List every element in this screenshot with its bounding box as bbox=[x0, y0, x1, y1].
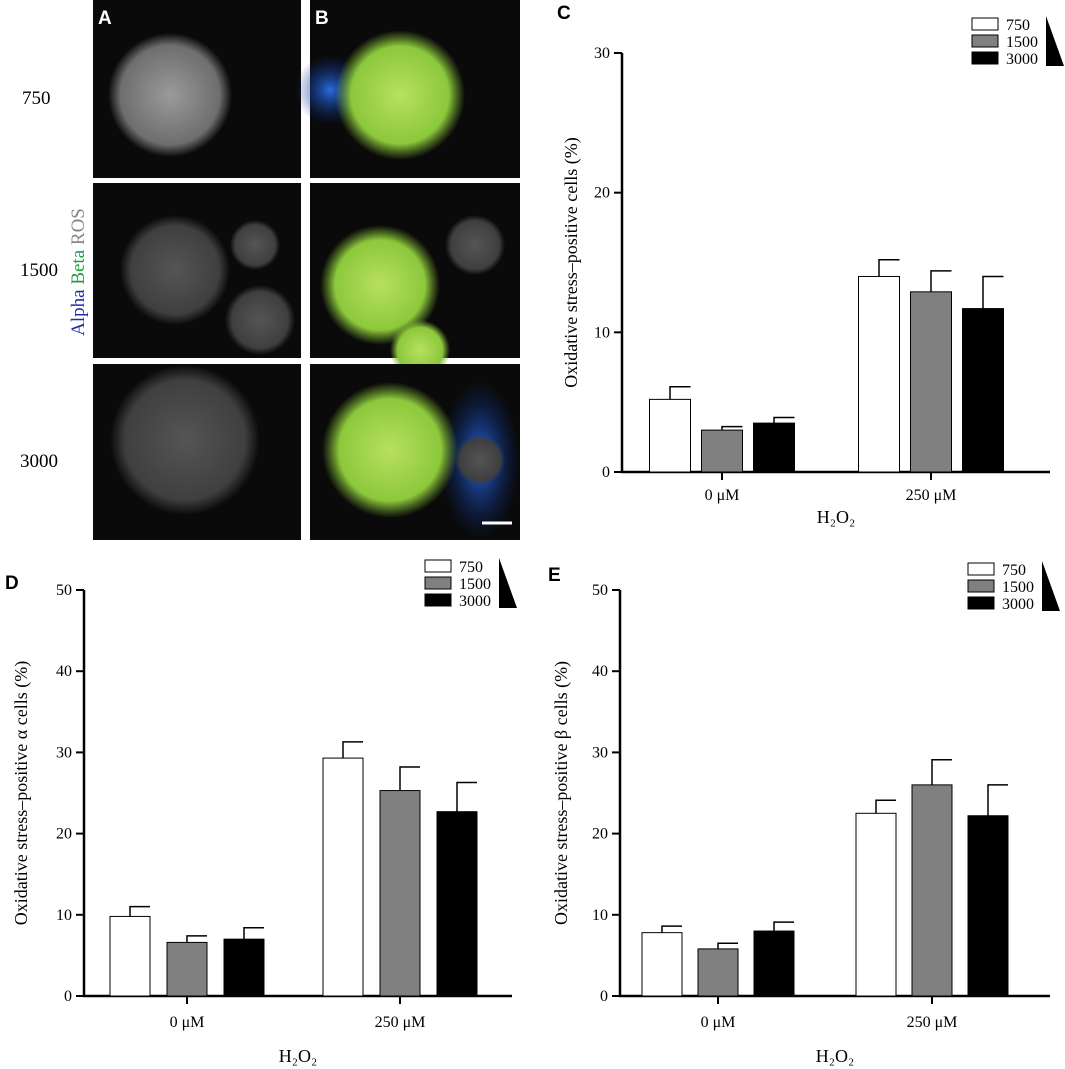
row-label: 750 bbox=[22, 88, 51, 109]
error-bar bbox=[186, 935, 207, 943]
y-tick-label: 10 bbox=[56, 907, 72, 924]
y-tick-label: 30 bbox=[594, 45, 610, 62]
bar bbox=[322, 757, 364, 997]
legend-label: 750 bbox=[1002, 562, 1026, 579]
x-tick-label: 250 μM bbox=[906, 487, 957, 504]
legend-label: 1500 bbox=[1006, 34, 1038, 51]
error-bar bbox=[721, 425, 743, 431]
bar bbox=[649, 398, 691, 473]
row-label: 1500 bbox=[20, 260, 58, 281]
legend-label: 1500 bbox=[459, 576, 491, 593]
error-bar bbox=[243, 927, 264, 940]
bar bbox=[223, 938, 265, 997]
legend-label: 3000 bbox=[1006, 51, 1038, 68]
bar bbox=[701, 429, 743, 473]
x-tick-label: 250 μM bbox=[375, 1014, 426, 1031]
panel-label: B bbox=[315, 8, 329, 29]
legend-swatch bbox=[967, 579, 995, 593]
error-bar bbox=[661, 925, 682, 933]
legend-swatch bbox=[971, 51, 999, 65]
x-tick-label: 0 μM bbox=[705, 487, 740, 504]
bar bbox=[910, 291, 952, 473]
panel-label: A bbox=[98, 8, 112, 29]
error-bar bbox=[399, 766, 420, 791]
x-axis-label: H₂O₂ bbox=[817, 507, 856, 527]
y-tick-label: 20 bbox=[594, 185, 610, 202]
y-axis-label: Oxidative stress–positive α cells (%) bbox=[11, 661, 32, 925]
legend-label: 750 bbox=[1006, 17, 1030, 34]
legend-wedge bbox=[499, 558, 517, 608]
y-tick-label: 50 bbox=[592, 582, 608, 599]
bar bbox=[753, 930, 795, 997]
y-tick-label: 40 bbox=[56, 663, 72, 680]
error-bar bbox=[930, 270, 952, 292]
legend-label: 3000 bbox=[1002, 596, 1034, 613]
y-axis-label: Oxidative stress–positive cells (%) bbox=[561, 137, 582, 387]
bar bbox=[967, 815, 1009, 997]
x-tick-label: 0 μM bbox=[701, 1014, 736, 1031]
bar bbox=[855, 812, 897, 997]
legend-swatch bbox=[971, 34, 999, 48]
bar bbox=[753, 422, 795, 473]
error-bar bbox=[456, 781, 477, 812]
panel-label: C bbox=[557, 3, 571, 24]
error-bar bbox=[982, 275, 1004, 309]
legend-label: 1500 bbox=[1002, 579, 1034, 596]
legend-swatch bbox=[424, 559, 452, 573]
legend-swatch bbox=[967, 562, 995, 576]
bar bbox=[962, 308, 1004, 473]
x-axis-label: H₂O₂ bbox=[816, 1046, 855, 1066]
bar bbox=[109, 915, 151, 997]
legend-wedge bbox=[1046, 16, 1064, 66]
error-bar bbox=[669, 386, 691, 400]
error-bar bbox=[987, 784, 1008, 816]
bar bbox=[166, 941, 208, 997]
error-bar bbox=[875, 799, 896, 814]
x-tick-label: 250 μM bbox=[907, 1014, 958, 1031]
y-tick-label: 10 bbox=[592, 907, 608, 924]
error-bar bbox=[342, 741, 363, 759]
x-tick-label: 0 μM bbox=[170, 1014, 205, 1031]
error-bar bbox=[129, 905, 150, 917]
y-tick-label: 20 bbox=[592, 826, 608, 843]
y-tick-label: 20 bbox=[56, 826, 72, 843]
stain-labels: Alpha Beta ROS bbox=[68, 208, 89, 336]
y-tick-label: 0 bbox=[602, 464, 610, 481]
stain-label: ROS bbox=[68, 208, 89, 245]
legend-label: 750 bbox=[459, 559, 483, 576]
legend-swatch bbox=[967, 596, 995, 610]
error-bar bbox=[717, 942, 738, 949]
panel-label: D bbox=[5, 573, 19, 594]
panel-label: E bbox=[548, 565, 561, 586]
stain-label: Alpha bbox=[68, 289, 89, 336]
row-label: 3000 bbox=[20, 451, 58, 472]
y-tick-label: 30 bbox=[592, 744, 608, 761]
legend-label: 3000 bbox=[459, 593, 491, 610]
x-axis-label: H₂O₂ bbox=[279, 1046, 318, 1066]
legend-wedge bbox=[1042, 561, 1060, 611]
legend-swatch bbox=[424, 593, 452, 607]
y-tick-label: 30 bbox=[56, 744, 72, 761]
error-bar bbox=[931, 758, 952, 785]
micrographs bbox=[93, 0, 520, 540]
y-tick-label: 0 bbox=[600, 988, 608, 1005]
y-tick-label: 0 bbox=[64, 988, 72, 1005]
bar bbox=[379, 790, 421, 997]
y-axis-label: Oxidative stress–positive β cells (%) bbox=[551, 661, 572, 925]
error-bar bbox=[878, 258, 900, 277]
legend-swatch bbox=[424, 576, 452, 590]
bar bbox=[911, 784, 953, 997]
error-bar bbox=[773, 921, 794, 932]
y-tick-label: 10 bbox=[594, 324, 610, 341]
stain-label: Beta bbox=[68, 249, 89, 284]
bar bbox=[697, 948, 739, 997]
bar bbox=[858, 275, 900, 473]
bar bbox=[436, 811, 478, 997]
legend-swatch bbox=[971, 17, 999, 31]
bar bbox=[641, 932, 683, 997]
y-tick-label: 50 bbox=[56, 582, 72, 599]
error-bar bbox=[773, 416, 795, 424]
y-tick-label: 40 bbox=[592, 663, 608, 680]
